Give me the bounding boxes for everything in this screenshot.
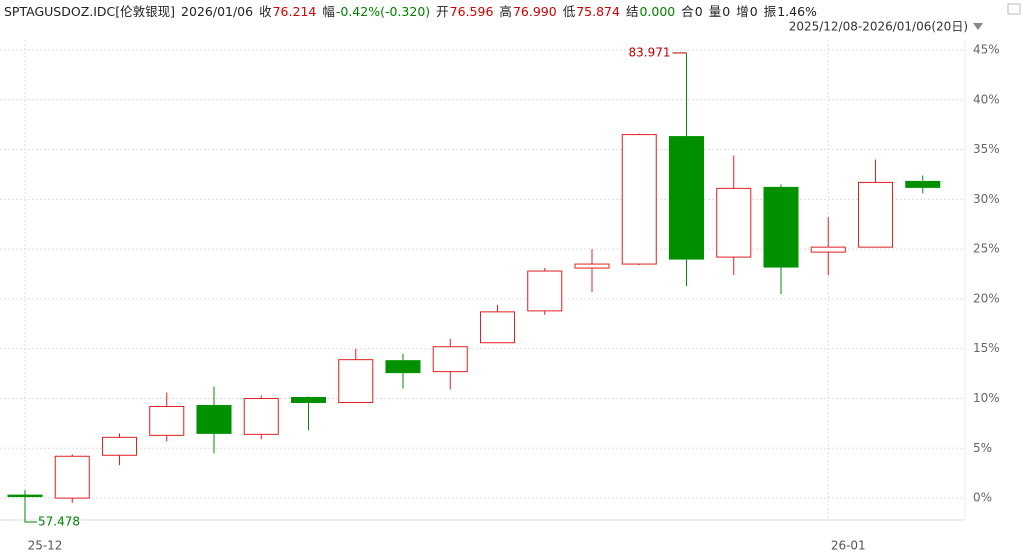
x-tick-label: 26-01	[831, 539, 866, 552]
date: 2026/01/06	[181, 4, 254, 19]
quote-value: 1.46%	[777, 4, 817, 19]
candle-body	[338, 359, 374, 403]
candle-body	[527, 270, 563, 312]
quote-value: 76.214	[272, 4, 317, 19]
y-tick-label: 5%	[973, 441, 992, 455]
quote-value: 75.874	[576, 4, 620, 19]
quote-item: 高76.990	[499, 4, 556, 19]
quote-label: 低	[562, 4, 576, 19]
quote-value: 0	[749, 4, 758, 19]
y-tick-label: 25%	[973, 242, 1000, 256]
quote-item: 量0	[709, 4, 730, 19]
quote-item: 开76.596	[436, 4, 493, 19]
quote-item: 增0	[736, 4, 757, 19]
quote-value: 0	[722, 4, 731, 19]
candle-body	[54, 455, 90, 499]
candle-body	[621, 134, 657, 265]
quote-item: 合0	[681, 4, 702, 19]
quote-label: 量	[708, 4, 722, 19]
icon[interactable]	[1007, 3, 1021, 15]
annotation: 83.971	[629, 45, 671, 59]
quote-label: 增	[736, 4, 749, 19]
candle-body	[385, 360, 421, 374]
header: SPTAGUSDOZ.IDC[伦敦银现] 2026/01/06 收76.214 幅-0…	[4, 1, 823, 20]
y-tick-label: 35%	[973, 142, 1000, 156]
quote-value: 0	[694, 4, 703, 19]
candle-body	[149, 405, 185, 436]
quote-label: 合	[681, 4, 694, 19]
quote-item: 幅-0.42%(-0.320)	[322, 4, 430, 19]
range-dropdown[interactable]	[973, 23, 983, 30]
candle-body	[101, 436, 138, 456]
candle-body	[905, 180, 941, 188]
quote-label: 高	[499, 4, 512, 19]
quote-item: 低75.874	[563, 4, 620, 19]
candle-body	[196, 404, 232, 434]
candle-body	[479, 311, 516, 344]
symbol: SPTAGUSDOZ.IDC[伦敦银现]	[4, 4, 176, 19]
quote-value: 76.596	[449, 4, 494, 19]
quote-label: 开	[436, 4, 449, 19]
x-tick-label: 25-12	[28, 539, 63, 552]
quote-item: 振1.46%	[764, 4, 817, 19]
annotation-line	[24, 510, 37, 523]
candle-body	[290, 397, 327, 403]
quote-value: -0.42%(-0.320)	[335, 4, 431, 19]
y-tick-label: 45%	[973, 42, 1000, 56]
candle-body	[432, 346, 468, 373]
y-tick-label: 10%	[973, 391, 1000, 405]
y-tick-label: 40%	[973, 92, 1000, 106]
quote-label: 收	[259, 4, 272, 19]
annotation: 57.478	[38, 515, 80, 529]
y-tick-label: 15%	[973, 341, 1000, 355]
quote-value: 0.000	[639, 4, 676, 19]
quote-item: 收76.214	[259, 4, 316, 19]
candle-body	[857, 181, 894, 248]
range: 2025/12/08-2026/01/06(20日)	[789, 20, 968, 34]
quote-value: 76.990	[512, 4, 557, 19]
candle-body	[668, 136, 705, 260]
candle-body	[574, 263, 610, 269]
candle-body	[810, 246, 846, 253]
candle-body	[716, 187, 752, 258]
quote-label: 振	[763, 4, 777, 19]
candle-body	[243, 398, 279, 435]
quote-label: 结	[625, 4, 639, 19]
y-tick-label: 0%	[973, 491, 992, 505]
candle-body	[763, 186, 799, 268]
candle-body	[7, 494, 43, 498]
quote-item: 结0.000	[626, 4, 675, 19]
y-tick-label: 20%	[973, 291, 1000, 305]
y-tick-label: 30%	[973, 192, 1000, 206]
quote-label: 幅	[322, 4, 335, 19]
